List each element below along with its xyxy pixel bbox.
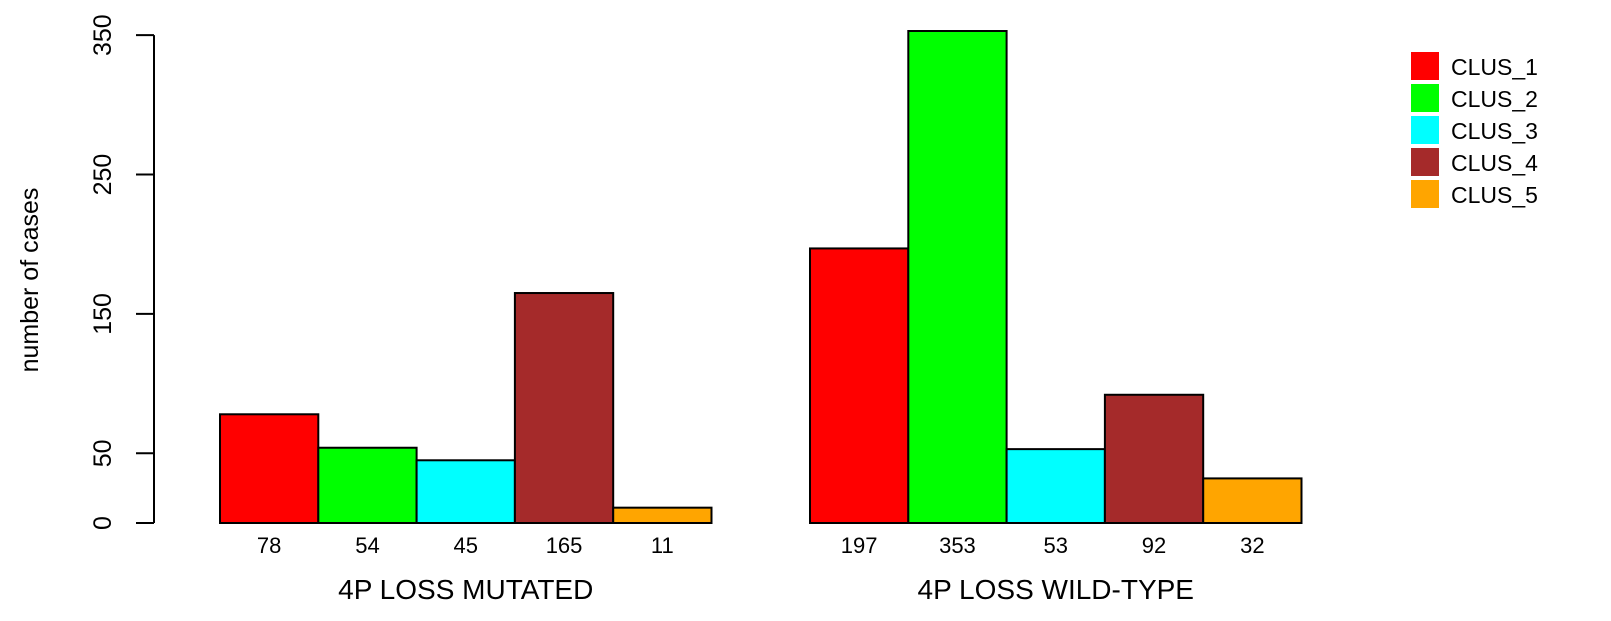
bar-value-label: 197 (841, 533, 878, 558)
y-tick-label: 0 (89, 516, 117, 530)
y-tick-label: 50 (89, 439, 117, 467)
group-labels: 4P LOSS MUTATED 4P LOSS WILD-TYPE (338, 574, 1194, 605)
bar-clus-4-group-1 (513, 292, 615, 524)
y-tick-label: 350 (89, 14, 117, 56)
legend-label: CLUS_1 (1451, 54, 1538, 80)
bar-value-label: 53 (1044, 533, 1068, 558)
bar-value-label: 45 (454, 533, 478, 558)
bar-clus-1-group-1 (219, 413, 320, 525)
legend-swatch (1411, 84, 1439, 112)
legend-label: CLUS_4 (1451, 150, 1538, 176)
y-tick-label: 150 (89, 293, 117, 335)
category-label: 4P LOSS MUTATED (338, 574, 593, 605)
bar-value-label: 165 (546, 533, 583, 558)
bar-clus-2-group-1 (317, 446, 418, 524)
legend-swatch (1411, 180, 1439, 208)
legend-label: CLUS_3 (1451, 118, 1538, 144)
bar-value-label: 11 (651, 533, 674, 558)
legend-swatch (1411, 52, 1439, 80)
bar-clus-3-group-2 (1005, 448, 1106, 524)
bar-clus-4-group-2 (1103, 393, 1205, 524)
y-tick-label: 250 (89, 154, 117, 196)
legend-label: CLUS_2 (1451, 86, 1538, 112)
bar-value-label: 32 (1240, 533, 1264, 558)
bars (219, 30, 1303, 525)
bar-clus-1-group-2 (809, 247, 910, 524)
legend-label: CLUS_5 (1451, 182, 1538, 208)
legend-swatch (1411, 116, 1439, 144)
y-axis: 0 50 150 250 350 (89, 14, 155, 530)
bar-clus-5-group-2 (1202, 477, 1303, 525)
bar-value-label: 92 (1142, 533, 1166, 558)
legend: CLUS_1 CLUS_2 CLUS_3 CLUS_4 CLUS_5 (1411, 52, 1538, 208)
bar-value-label: 353 (939, 533, 976, 558)
y-axis-title: number of cases (16, 188, 44, 373)
bar-clus-2-group-2 (907, 30, 1008, 524)
bar-value-label: 54 (355, 533, 379, 558)
category-label: 4P LOSS WILD-TYPE (918, 574, 1194, 605)
bar-value-label: 78 (257, 533, 281, 558)
bar-value-labels: 78 54 45 165 11 197 353 53 92 32 (257, 533, 1265, 558)
legend-swatch (1411, 148, 1439, 176)
bar-clus-5-group-1 (612, 506, 713, 524)
bar-clus-3-group-1 (415, 459, 516, 525)
